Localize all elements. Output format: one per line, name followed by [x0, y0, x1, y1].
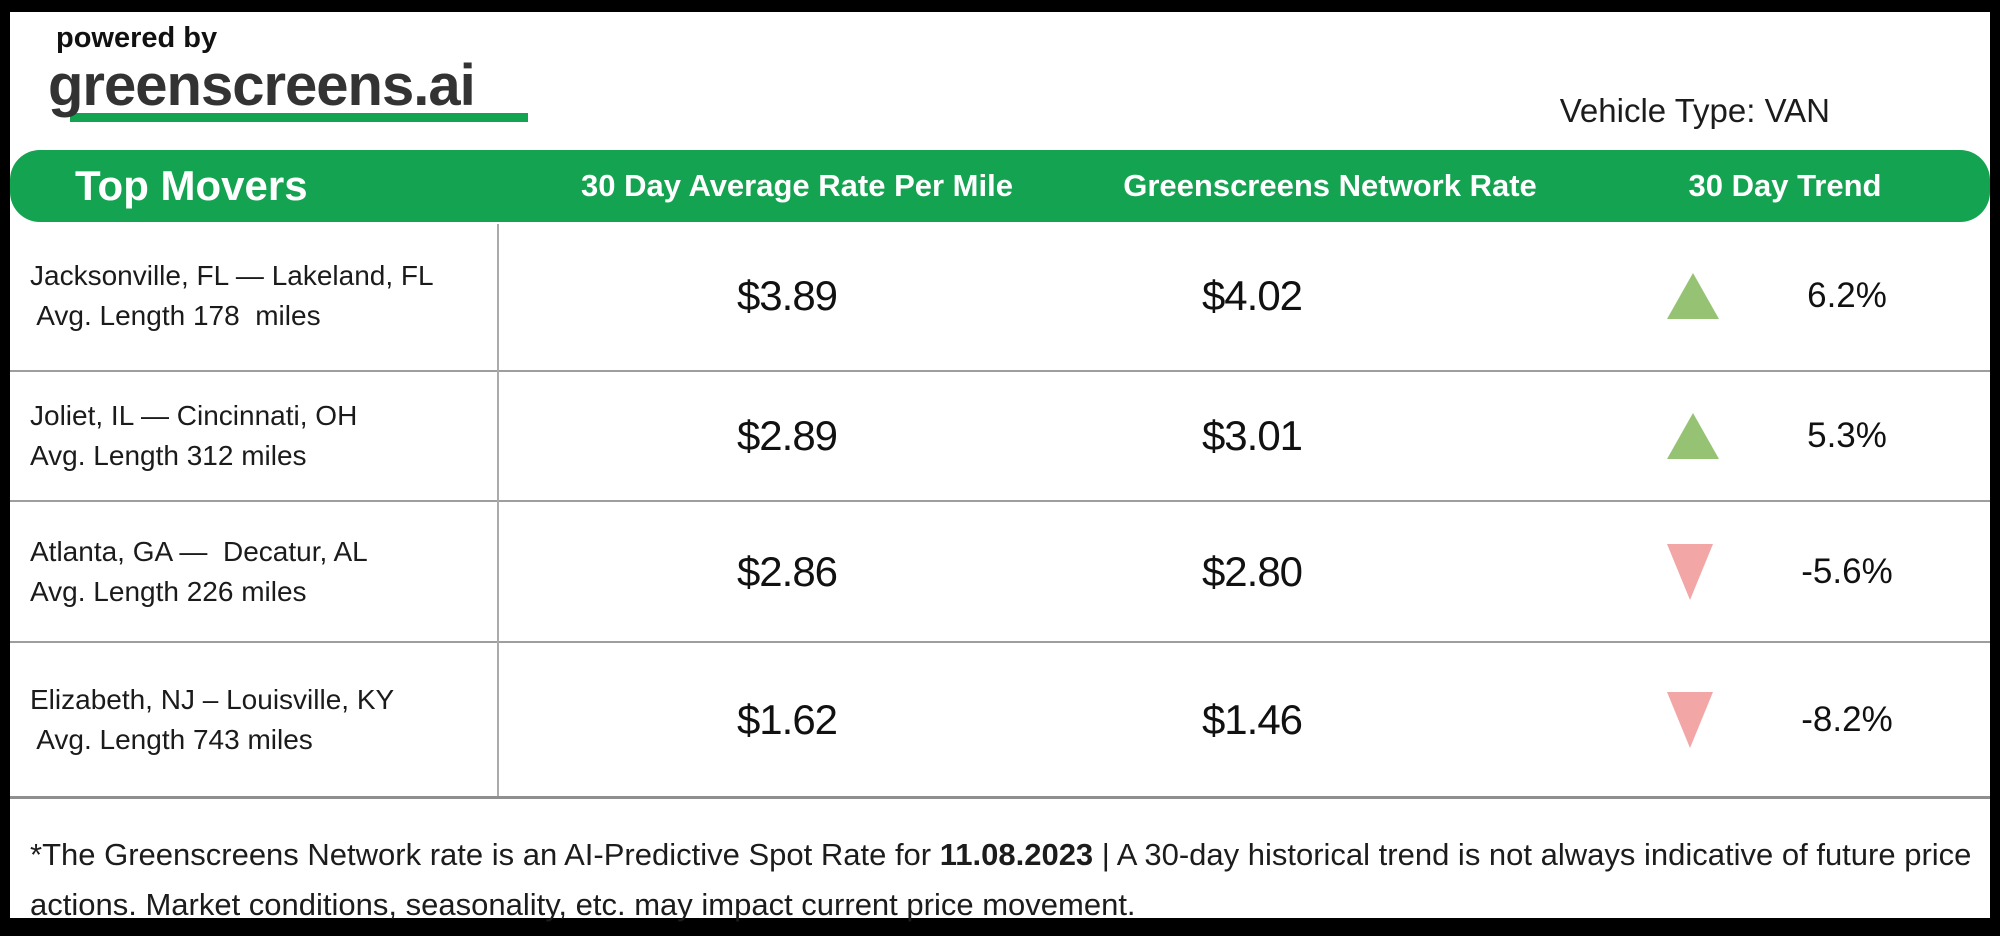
- route-label: Elizabeth, NJ – Louisville, KY: [30, 683, 395, 715]
- column-header-trend: 30 Day Trend: [1688, 168, 1882, 203]
- disclaimer: *The Greenscreens Network rate is an AI-…: [30, 830, 1980, 930]
- table-title: Top Movers: [75, 162, 308, 209]
- trend-value: -5.6%: [1801, 551, 1893, 591]
- route-cell: Jacksonville, FL — Lakeland, FL Avg. Len…: [10, 222, 497, 370]
- disclaimer-date: 11.08.2023: [939, 837, 1094, 872]
- avg-length-label: Avg. Length 312 miles: [30, 440, 307, 471]
- avg-rate-value: $2.89: [736, 412, 838, 459]
- network-rate-value: $2.80: [1201, 547, 1303, 595]
- route-cell: Joliet, IL — Cincinnati, OH Avg. Length …: [10, 372, 497, 500]
- trend-cell: -5.6%: [1427, 502, 1990, 641]
- trend-value: -8.2%: [1801, 699, 1893, 739]
- trend-cell: 5.3%: [1427, 372, 1990, 500]
- route-cell: Elizabeth, NJ – Louisville, KY Avg. Leng…: [10, 643, 497, 796]
- avg-rate-value: $3.89: [736, 272, 838, 319]
- avg-rate-value: $1.62: [736, 695, 838, 743]
- network-rate-value: $4.02: [1201, 272, 1303, 319]
- table-header-bar: Top Movers 30 Day Average Rate Per Mile …: [10, 150, 1990, 222]
- brand-logo: powered by greenscreens.ai: [48, 22, 528, 122]
- route-cell: Atlanta, GA — Decatur, AL Avg. Length 22…: [10, 502, 497, 641]
- trend-down-icon: [1667, 691, 1713, 748]
- trend-up-icon: [1667, 413, 1719, 459]
- report-card: powered by greenscreens.ai Vehicle Type:…: [10, 12, 1990, 922]
- vehicle-type-label: Vehicle Type: VAN: [1559, 92, 1830, 129]
- route-label: Atlanta, GA — Decatur, AL: [30, 535, 368, 567]
- column-divider: [497, 224, 499, 796]
- trend-cell: 6.2%: [1427, 222, 1990, 370]
- brand-name: greenscreens.ai: [48, 53, 476, 118]
- table-body: Jacksonville, FL — Lakeland, FL Avg. Len…: [10, 222, 1990, 799]
- network-rate-value: $1.46: [1201, 695, 1303, 743]
- disclaimer-suffix: | A 30-day historical trend is not alway…: [30, 837, 1972, 922]
- route-label: Jacksonville, FL — Lakeland, FL: [30, 260, 434, 291]
- avg-length-label: Avg. Length 226 miles: [30, 575, 307, 607]
- trend-down-icon: [1667, 543, 1713, 600]
- table-row: Atlanta, GA — Decatur, AL Avg. Length 22…: [10, 502, 1990, 643]
- network-rate-value: $3.01: [1201, 412, 1303, 459]
- column-header-network-rate: Greenscreens Network Rate: [1123, 168, 1537, 203]
- trend-cell: -8.2%: [1427, 643, 1990, 796]
- trend-value: 5.3%: [1807, 416, 1887, 455]
- disclaimer-prefix: *The Greenscreens Network rate is an AI-…: [30, 837, 940, 872]
- route-label: Joliet, IL — Cincinnati, OH: [30, 400, 358, 431]
- trend-up-icon: [1667, 273, 1719, 319]
- avg-length-label: Avg. Length 743 miles: [30, 723, 313, 755]
- brand-underline: [70, 113, 528, 122]
- column-header-avg-rate: 30 Day Average Rate Per Mile: [581, 168, 1013, 203]
- avg-rate-value: $2.86: [736, 547, 838, 595]
- table-row: Joliet, IL — Cincinnati, OH Avg. Length …: [10, 372, 1990, 502]
- powered-by-label: powered by: [56, 22, 218, 54]
- table-row: Jacksonville, FL — Lakeland, FL Avg. Len…: [10, 222, 1990, 372]
- trend-value: 6.2%: [1807, 276, 1887, 315]
- avg-length-label: Avg. Length 178 miles: [30, 300, 321, 331]
- table-row: Elizabeth, NJ – Louisville, KY Avg. Leng…: [10, 643, 1990, 799]
